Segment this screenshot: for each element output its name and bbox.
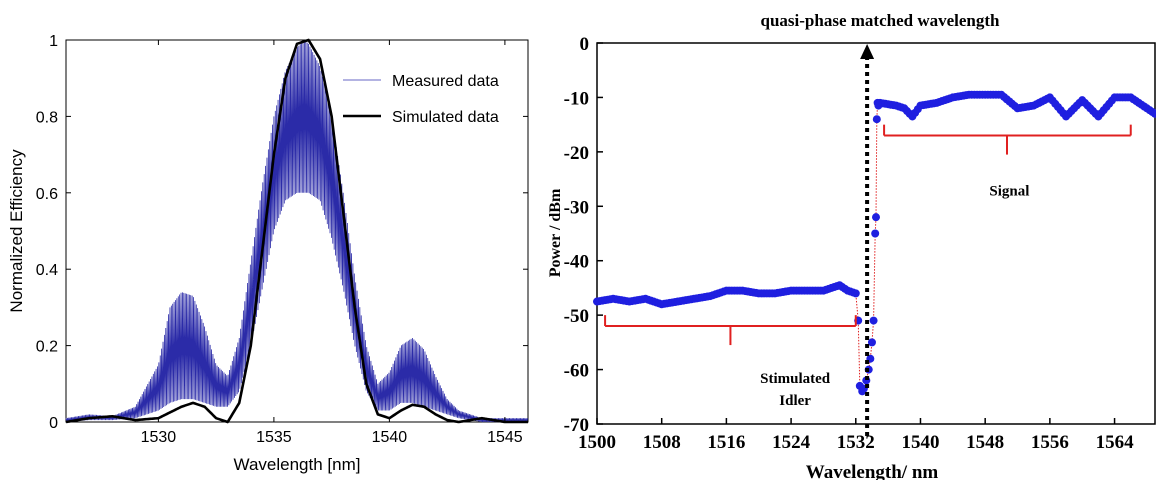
left-y-tick-label: 0 xyxy=(49,415,58,432)
left-y-ticks: 0 0.2 0.4 0.6 0.8 1 xyxy=(36,33,528,432)
right-x-tick-label: 1548 xyxy=(966,432,1004,453)
right-x-axis-label: Wavelength/ nm xyxy=(806,462,939,480)
left-y-tick-label: 0.6 xyxy=(36,186,58,203)
right-y-tick-label: -20 xyxy=(564,143,589,164)
right-x-tick-label: 1524 xyxy=(772,432,811,453)
right-x-tick-label: 1556 xyxy=(1031,432,1069,453)
power-data-point xyxy=(1151,109,1156,118)
right-x-tick-label: 1508 xyxy=(643,432,681,453)
left-x-tick-label: 1545 xyxy=(487,429,523,446)
right-x-tick-label: 1532 xyxy=(837,432,875,453)
measured-data-line xyxy=(65,40,528,423)
left-x-axis-label: Wavelength [nm] xyxy=(234,455,361,474)
right-y-tick-label: -70 xyxy=(564,415,589,436)
simulated-data-line xyxy=(65,38,529,424)
data-connector xyxy=(596,94,1156,393)
left-x-tick-label: 1535 xyxy=(256,429,292,446)
qpm-arrow xyxy=(860,44,875,436)
right-points-layer xyxy=(593,90,1156,396)
left-y-tick-label: 0.2 xyxy=(36,339,58,356)
qpm-arrowhead xyxy=(860,44,875,59)
left-x-tick-label: 1540 xyxy=(372,429,408,446)
annotation-label: Signal xyxy=(989,183,1029,199)
left-series-layer xyxy=(65,38,529,424)
power-data-point xyxy=(871,229,880,238)
right-connector-line xyxy=(596,94,1156,393)
left-y-tick-label: 1 xyxy=(49,33,58,50)
right-y-tick-label: -60 xyxy=(564,361,589,382)
right-x-ticks: 1500 1508 1516 1524 1532 1540 1548 1556 1564 xyxy=(578,418,1134,453)
power-data-point xyxy=(872,213,880,222)
right-axes-frame xyxy=(596,42,1156,425)
annotation-label: Stimulated xyxy=(760,371,831,387)
right-x-tick-label: 1500 xyxy=(578,432,616,453)
left-y-tick-label: 0.4 xyxy=(36,262,58,279)
left-y-axis-label: Normalized Efficiency xyxy=(7,149,26,313)
right-y-tick-label: -40 xyxy=(564,252,589,273)
power-data-point xyxy=(869,316,878,325)
left-chart: 1530 1535 1540 1545 0 0.2 0.4 0.6 0.8 1 Waveleng… xyxy=(7,33,529,474)
left-x-tick-label: 1530 xyxy=(141,429,177,446)
right-annotations: Stimulated Idler Signal xyxy=(760,183,1029,409)
right-y-tick-label: -50 xyxy=(564,306,589,327)
legend-label-measured: Measured data xyxy=(392,73,499,90)
left-legend: Measured data Simulated data xyxy=(343,73,499,126)
power-data-point xyxy=(872,115,881,124)
legend-label-simulated: Simulated data xyxy=(392,109,499,126)
right-x-tick-label: 1540 xyxy=(901,432,939,453)
right-y-tick-label: 0 xyxy=(580,34,590,55)
left-x-ticks: 1530 1535 1540 1545 xyxy=(141,40,523,446)
right-y-tick-label: -30 xyxy=(564,197,589,218)
right-brackets xyxy=(604,124,1132,346)
right-chart: quasi-phase matched wavelength Stimulate… xyxy=(547,11,1156,480)
right-y-axis-label: Power / dBm xyxy=(547,188,564,277)
right-y-ticks: 0 -10 -20 -30 -40 -50 -60 -70 xyxy=(564,34,603,436)
power-data-point xyxy=(851,289,860,298)
measured-data-envelope xyxy=(65,40,528,423)
left-y-tick-label: 0.8 xyxy=(36,109,58,126)
power-data-point xyxy=(867,338,876,347)
right-x-tick-label: 1516 xyxy=(707,432,745,453)
right-y-tick-label: -10 xyxy=(564,88,589,109)
annotation-label: Idler xyxy=(779,393,811,409)
right-chart-title: quasi-phase matched wavelength xyxy=(761,11,1001,30)
right-x-tick-label: 1564 xyxy=(1096,432,1135,453)
